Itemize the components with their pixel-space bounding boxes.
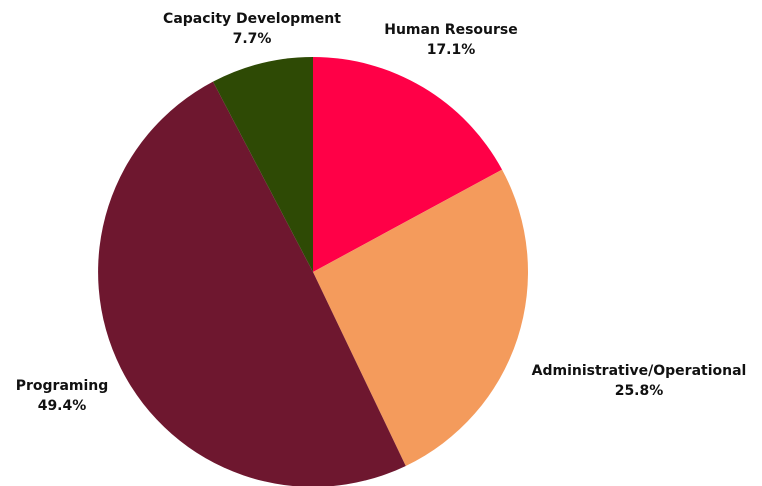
pie-slices	[98, 57, 528, 486]
slice-label-capacity-development: Capacity Development	[163, 11, 341, 27]
pie-slice-administrative-operational	[313, 169, 528, 466]
pie-slice-capacity-development	[212, 57, 313, 272]
slice-label-administrative-operational: Administrative/Operational	[532, 363, 747, 379]
pie-labels: Human Resourse 17.1% Administrative/Operat…	[16, 11, 747, 414]
slice-value-programing: 49.4%	[38, 398, 87, 414]
pie-slice-human-resourse	[313, 57, 503, 272]
slice-label-human-resourse: Human Resourse	[384, 22, 518, 38]
slice-value-capacity-development: 7.7%	[233, 31, 272, 47]
pie-slice-programing	[98, 81, 406, 486]
slice-label-programing: Programing	[16, 378, 109, 394]
slice-value-human-resourse: 17.1%	[427, 42, 476, 58]
slice-value-administrative-operational: 25.8%	[615, 383, 664, 399]
